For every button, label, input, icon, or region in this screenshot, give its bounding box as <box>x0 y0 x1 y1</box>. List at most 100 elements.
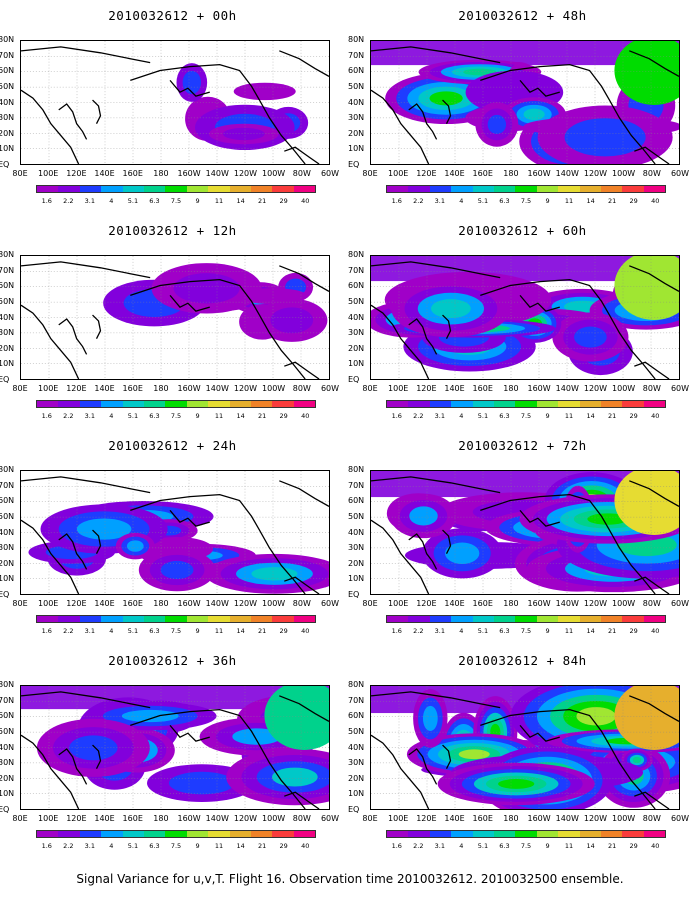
lon-label: 180 <box>153 384 169 393</box>
lon-label: 60W <box>670 599 690 608</box>
variance-contour <box>76 518 132 540</box>
colorbar-label: 29 <box>279 412 288 420</box>
colorbar-swatch <box>622 616 644 622</box>
colorbar-swatch <box>643 401 666 407</box>
colorbar-label: 40 <box>651 412 660 420</box>
colorbar-swatch <box>58 186 80 192</box>
colorbar-label: 40 <box>301 197 310 205</box>
map-svg <box>371 471 679 594</box>
coastline <box>284 146 320 164</box>
colorbar-swatch <box>472 831 494 837</box>
colorbar-swatch <box>536 186 559 192</box>
colorbar-label: 29 <box>279 842 288 850</box>
colorbar-swatch <box>165 186 187 192</box>
colorbar-swatch <box>536 616 559 622</box>
colorbar-label: 5.1 <box>477 197 489 205</box>
colorbar-swatch <box>143 401 166 407</box>
colorbar-label: 5.1 <box>477 842 489 850</box>
colorbar-swatch <box>272 616 294 622</box>
variance-contour <box>614 471 679 535</box>
map-plot <box>20 40 330 165</box>
colorbar-swatch <box>429 401 452 407</box>
colorbar-label: 4 <box>459 842 464 850</box>
lat-label: 80N <box>348 680 365 689</box>
lat-label: 30N <box>0 758 15 768</box>
colorbar-label: 40 <box>651 197 660 205</box>
colorbar-swatch <box>229 401 251 407</box>
colorbar-label: 6.3 <box>499 412 510 420</box>
colorbar-swatch <box>165 616 187 622</box>
colorbar-label: 1.6 <box>41 842 52 850</box>
colorbar-swatch <box>493 401 516 407</box>
variance-contour <box>487 114 507 135</box>
coastline <box>634 361 670 379</box>
lat-label: 20N <box>348 558 365 568</box>
colorbar-swatch <box>600 831 623 837</box>
colorbar <box>386 185 666 193</box>
colorbar-label: 14 <box>586 197 595 205</box>
lat-label: EQ <box>348 160 360 169</box>
colorbar-label: 1.6 <box>41 627 52 635</box>
colorbar-label: 9 <box>545 627 550 635</box>
colorbar-label: 6.3 <box>149 842 160 850</box>
coastline <box>442 99 452 124</box>
coastline <box>21 261 151 279</box>
lon-label: 60W <box>670 814 690 823</box>
colorbar <box>36 830 316 838</box>
coastline <box>408 748 438 785</box>
map-plot <box>370 685 680 810</box>
colorbar-label: 4 <box>109 197 114 205</box>
lat-label: EQ <box>348 805 360 814</box>
variance-contour <box>587 513 629 525</box>
map-panel: 2010032612 + 48h 80N 70N 60N 50N 40N 30N 20N 10N… <box>348 0 695 215</box>
colorbar-label: 4 <box>459 627 464 635</box>
variance-contour <box>264 686 329 750</box>
lat-label: 60N <box>348 281 365 291</box>
lon-label: 160E <box>122 384 143 393</box>
variance-contour <box>429 91 463 106</box>
colorbar-swatch <box>472 401 494 407</box>
lon-label: 80E <box>12 599 28 608</box>
map-plot <box>370 255 680 380</box>
colorbar-label: 29 <box>629 842 638 850</box>
lat-label: 30N <box>348 113 365 123</box>
lon-label: 180 <box>503 384 519 393</box>
colorbar-swatch <box>250 831 273 837</box>
coastline <box>92 744 102 769</box>
colorbar-label: 40 <box>651 627 660 635</box>
lat-label: 40N <box>348 312 365 322</box>
colorbar-label: 7.5 <box>520 842 532 850</box>
map-plot <box>370 40 680 165</box>
coastline <box>371 46 501 64</box>
variance-contour <box>463 68 497 76</box>
colorbar-label: 40 <box>651 842 660 850</box>
colorbar-label: 14 <box>236 842 245 850</box>
lat-label: EQ <box>0 590 10 599</box>
coastline <box>58 748 88 785</box>
lon-label: 60W <box>320 169 340 178</box>
variance-contour <box>614 256 679 320</box>
lat-label: 80N <box>0 465 15 474</box>
colorbar-swatch <box>293 831 316 837</box>
colorbar-swatch <box>122 616 144 622</box>
colorbar-label: 3.1 <box>434 412 446 420</box>
colorbar-label: 11 <box>214 842 224 850</box>
coastline <box>371 89 430 164</box>
colorbar-swatch <box>429 186 452 192</box>
lon-label: 60W <box>320 384 340 393</box>
map-svg <box>21 471 329 594</box>
lon-label: 80W <box>642 384 661 393</box>
colorbar-label: 4 <box>459 412 464 420</box>
coastline <box>519 724 560 742</box>
colorbar-label: 2.2 <box>63 627 74 635</box>
lon-label: 100E <box>388 384 409 393</box>
colorbar-swatch <box>451 831 473 837</box>
colorbar-swatch <box>536 401 559 407</box>
colorbar-label: 5.1 <box>127 412 139 420</box>
map-svg <box>371 41 679 164</box>
variance-contour <box>168 771 235 795</box>
colorbar-label: 4 <box>109 842 114 850</box>
coastline <box>480 493 656 594</box>
map-panel: 2010032612 + 84h 80N 70N 60N 50N 40N 30N 20N 10N… <box>348 645 695 860</box>
colorbar-swatch <box>37 831 59 837</box>
